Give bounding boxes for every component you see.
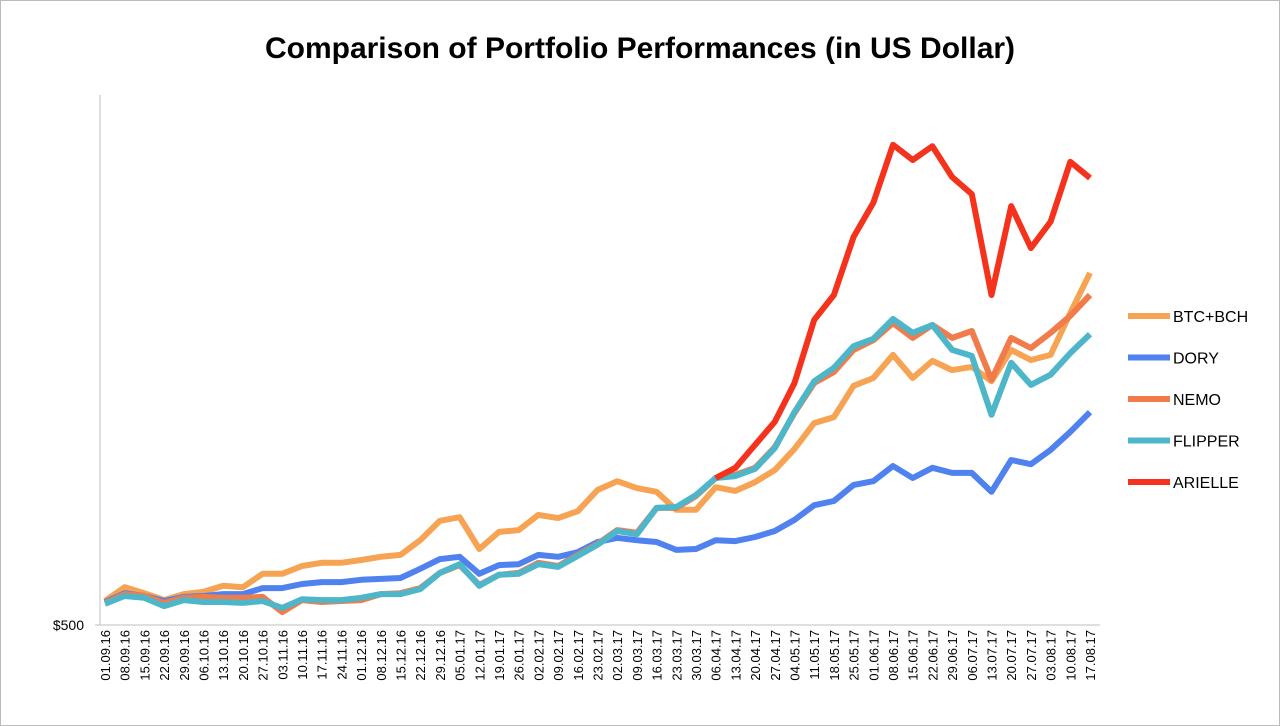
x-tick-label: 24.11.16 <box>334 630 349 680</box>
x-tick-label: 22.09.16 <box>157 630 172 681</box>
x-tick-label: 27.04.17 <box>768 630 783 681</box>
x-tick-label: 18.05.17 <box>827 630 842 681</box>
x-tick-label: 16.03.17 <box>650 630 665 681</box>
x-tick-label: 08.06.17 <box>886 630 901 681</box>
x-tick-label: 27.10.16 <box>256 630 271 681</box>
legend-label: ARIELLE <box>1173 475 1239 492</box>
chart-title: Comparison of Portfolio Performances (in… <box>265 32 1015 65</box>
x-tick-label: 29.09.16 <box>177 630 192 681</box>
x-tick-label: 27.07.17 <box>1024 630 1039 681</box>
x-tick-label: 06.07.17 <box>965 630 980 681</box>
x-tick-label: 20.10.16 <box>236 630 251 681</box>
x-tick-label: 29.06.17 <box>945 630 960 681</box>
x-tick-label: 02.03.17 <box>610 630 625 681</box>
x-tick-label: 09.03.17 <box>630 630 645 681</box>
x-tick-label: 17.08.17 <box>1083 630 1098 681</box>
x-tick-label: 15.09.16 <box>137 630 152 681</box>
line-series <box>103 316 1093 611</box>
x-tick-label: 13.04.17 <box>728 630 743 681</box>
x-tick-label: 01.12.16 <box>354 630 369 681</box>
x-tick-label: 26.01.17 <box>512 630 527 681</box>
x-tick-label: 15.06.17 <box>906 630 921 681</box>
legend-label: NEMO <box>1173 392 1221 409</box>
x-tick-label: 19.01.17 <box>492 630 507 681</box>
x-tick-label: 20.07.17 <box>1004 630 1019 681</box>
legend-label: BTC+BCH <box>1173 309 1248 326</box>
x-tick-label: 10.08.17 <box>1063 630 1078 681</box>
line-series <box>103 271 1093 604</box>
x-tick-label: 23.02.17 <box>591 630 606 681</box>
x-tick-label: 08.12.16 <box>374 630 389 681</box>
x-tick-label: 20.04.17 <box>748 630 763 681</box>
x-tick-label: 10.11.16 <box>295 630 310 680</box>
x-tick-label: 05.01.17 <box>453 630 468 681</box>
x-tick-label: 13.07.17 <box>985 630 1000 681</box>
x-tick-label: 06.04.17 <box>709 630 724 681</box>
y-tick-label: $500 <box>53 617 84 633</box>
x-tick-label: 02.02.17 <box>531 630 546 681</box>
x-tick-label: 23.03.17 <box>669 630 684 681</box>
x-tick-label: 22.06.17 <box>925 630 940 681</box>
legend-label: FLIPPER <box>1173 434 1240 451</box>
x-tick-label: 16.02.17 <box>571 630 586 681</box>
x-tick-label: 17.11.16 <box>315 630 330 680</box>
x-tick-label: 04.05.17 <box>788 630 803 681</box>
x-tick-label: 01.09.16 <box>98 630 113 681</box>
x-tick-label: 06.10.16 <box>197 630 212 681</box>
x-tick-label: 03.11.16 <box>275 630 290 680</box>
x-tick-label: 22.12.16 <box>413 630 428 681</box>
x-tick-label: 11.05.17 <box>807 630 822 680</box>
x-tick-label: 13.10.16 <box>216 630 231 681</box>
x-tick-label: 01.06.17 <box>866 630 881 681</box>
legend-label: DORY <box>1173 351 1219 368</box>
x-tick-label: 29.12.16 <box>433 630 448 681</box>
x-tick-label: 08.09.16 <box>118 630 133 681</box>
x-tick-label: 09.02.17 <box>551 630 566 681</box>
x-tick-label: 03.08.17 <box>1044 630 1059 681</box>
x-tick-label: 25.05.17 <box>847 630 862 681</box>
x-tick-label: 12.01.17 <box>472 630 487 681</box>
line-series <box>714 141 1092 481</box>
x-tick-label: 15.12.16 <box>394 630 409 681</box>
x-tick-label: 30.03.17 <box>689 630 704 681</box>
